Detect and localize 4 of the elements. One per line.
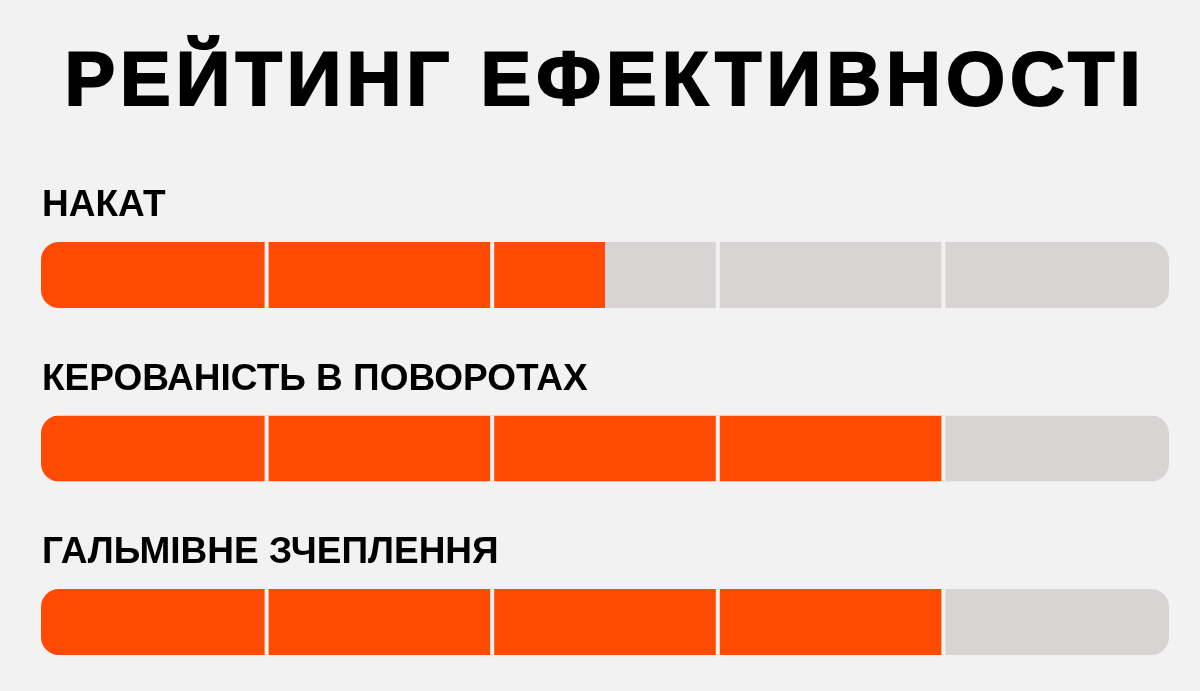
- y-tick-label: ГАЛЬМІВНЕ ЗЧЕПЛЕННЯ: [42, 530, 499, 571]
- y-tick-label: КЕРОВАНІСТЬ В ПОВОРОТАХ: [42, 356, 589, 398]
- chart-title: РЕЙТИНГ ЕФЕКТИВНОСТІ: [64, 36, 1146, 121]
- y-tick-label: НАКАТ: [42, 183, 166, 224]
